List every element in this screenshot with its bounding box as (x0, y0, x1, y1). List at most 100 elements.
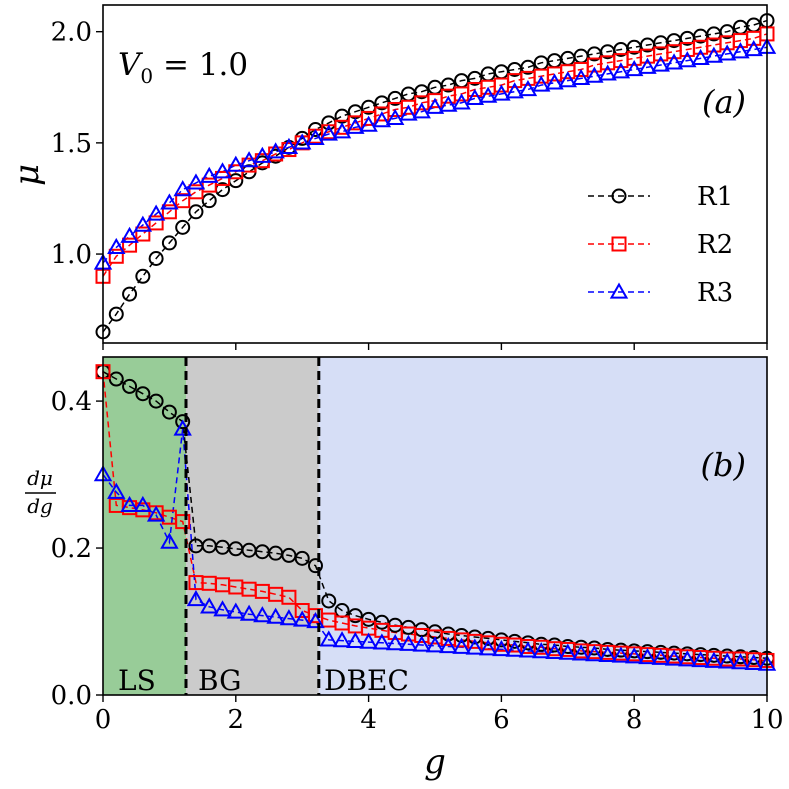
panel-b-r1-point (122, 378, 138, 394)
panel-a-frame (102, 4, 768, 344)
panel-a-r3-point (505, 82, 524, 99)
legend: R1 R2 R3 (588, 182, 733, 308)
panel-a-r3-point (266, 142, 285, 159)
panel-b-r3-point (704, 651, 724, 668)
panel-b-r3-point (678, 650, 697, 667)
panel-a-r3-point (213, 162, 232, 179)
panel-a-r3-point (731, 42, 750, 59)
y-tick-label-b: 0.2 (51, 534, 92, 564)
panel-b-r3-point (731, 653, 750, 670)
panel-b-r3-point (478, 639, 498, 656)
panel-a-r3-point (678, 51, 697, 68)
panel-b-r1-point (307, 558, 323, 574)
panel-a-r3-point (107, 237, 126, 255)
panel-a-r3-point (465, 88, 485, 106)
panel-a-r2-point (188, 184, 204, 200)
panel-b-r3-point (624, 647, 644, 664)
panel-a-r1-point (188, 204, 204, 220)
panel-a-r3-point (133, 215, 153, 232)
panel-b-r3-point (226, 602, 246, 619)
v0-annotation-sub: 0 (140, 64, 153, 88)
panel-b-r3-point (439, 636, 458, 654)
panel-b-r3-point (465, 638, 485, 655)
panel-a-r3-point (518, 79, 538, 97)
panel-a-r3-point (545, 73, 564, 90)
panel-a-r3-point (611, 62, 631, 79)
panel-a-r2-point (108, 248, 124, 264)
region-label-bg: BG (198, 664, 241, 697)
panel-a-r2-point (135, 226, 151, 242)
panel-a-r3-point (585, 66, 604, 83)
panel-b-r3-point (253, 606, 272, 623)
panel-a-r1-point (161, 235, 177, 251)
y-tick-label-a: 1.5 (51, 129, 92, 159)
legend-r1-marker (611, 188, 627, 204)
panel-b-r3-point (120, 495, 139, 513)
panel-a-r3-point (452, 93, 471, 110)
panel-a-r1-point (148, 251, 164, 266)
panel-b-r1-point (294, 550, 310, 566)
legend-r3-marker (609, 282, 629, 299)
panel-b-r3-point (518, 641, 538, 658)
panel-b-ylabel: dμ dg (25, 466, 56, 518)
region-label-dbec: DBEC (324, 664, 409, 697)
panel-a-r1-point (201, 193, 217, 209)
panel-b-r3-point (200, 597, 219, 614)
v0-annotation: V0 = 1.0 (118, 47, 248, 88)
x-tick-label: 4 (360, 705, 377, 735)
region-label-ls: LS (118, 664, 156, 697)
panel-b-r3-point (558, 643, 578, 660)
v0-annotation-rest: = 1.0 (153, 47, 248, 83)
panel-a-r3-point (372, 111, 392, 128)
panel-b-r1-point (321, 593, 337, 609)
panel-a-r3-point (439, 95, 458, 112)
panel-b-r3-point (664, 649, 684, 666)
panel-b-r3-point (651, 648, 670, 665)
panel-b-r3-point (279, 609, 299, 626)
panel-a-r2-point (148, 215, 164, 231)
panel-a-r2-point (122, 237, 138, 253)
region-bg (186, 357, 319, 695)
legend-r2-marker (611, 236, 627, 252)
panel-a-r3-point (717, 44, 737, 61)
panel-b-r3-point (319, 630, 338, 647)
panel-b-r1-line (102, 371, 768, 660)
panel-b-r3-point (372, 633, 392, 650)
panel-b-r3-point (638, 648, 657, 665)
panel-b-r3-point (133, 495, 153, 513)
panel-a-r3-point (478, 86, 498, 103)
legend-r3-label: R3 (697, 278, 733, 308)
panel-a-r1-point (732, 19, 748, 35)
panel-b-ylabel-denominator: dg (27, 494, 53, 518)
panel-a-r3-point (412, 102, 431, 119)
panel-b-r3-point (717, 652, 737, 669)
panel-b-series (93, 364, 777, 671)
panel-b-r3-point (598, 645, 617, 662)
panel-a-r3-point (571, 68, 591, 86)
panel-a-r3-point (292, 133, 312, 150)
y-tick-label-b: 0.4 (51, 387, 92, 417)
panel-a-r3-point (319, 124, 338, 141)
panel-a-r3-point (638, 57, 657, 74)
panel-a-r1-point (440, 77, 456, 93)
panel-a-r1-point (719, 24, 735, 40)
panel-b-r3-point (306, 612, 325, 629)
panel-a-r3-point (744, 39, 763, 57)
v0-annotation-main: V (118, 47, 144, 83)
phase-boundaries (184, 357, 321, 695)
panel-b-r3-point (160, 532, 179, 549)
panel-b-r3-point (399, 634, 418, 651)
panel-b-r3-point (492, 639, 511, 657)
panel-a-r3-point (306, 128, 325, 146)
panel-a-r3-point (346, 117, 365, 134)
panel-a-r3-point (279, 137, 299, 154)
x-tick-label: 8 (626, 705, 643, 735)
legend-r1-label: R1 (697, 182, 733, 212)
panel-b-r3-point (505, 640, 524, 657)
panel-b-r3-point (359, 632, 378, 649)
panel-a-r3-point (691, 48, 710, 65)
panel-b-r3-point (107, 482, 126, 499)
panel-a-r3-point (359, 115, 378, 132)
panel-b-r3-point (744, 653, 763, 671)
panel-a-r3-point (120, 226, 139, 243)
